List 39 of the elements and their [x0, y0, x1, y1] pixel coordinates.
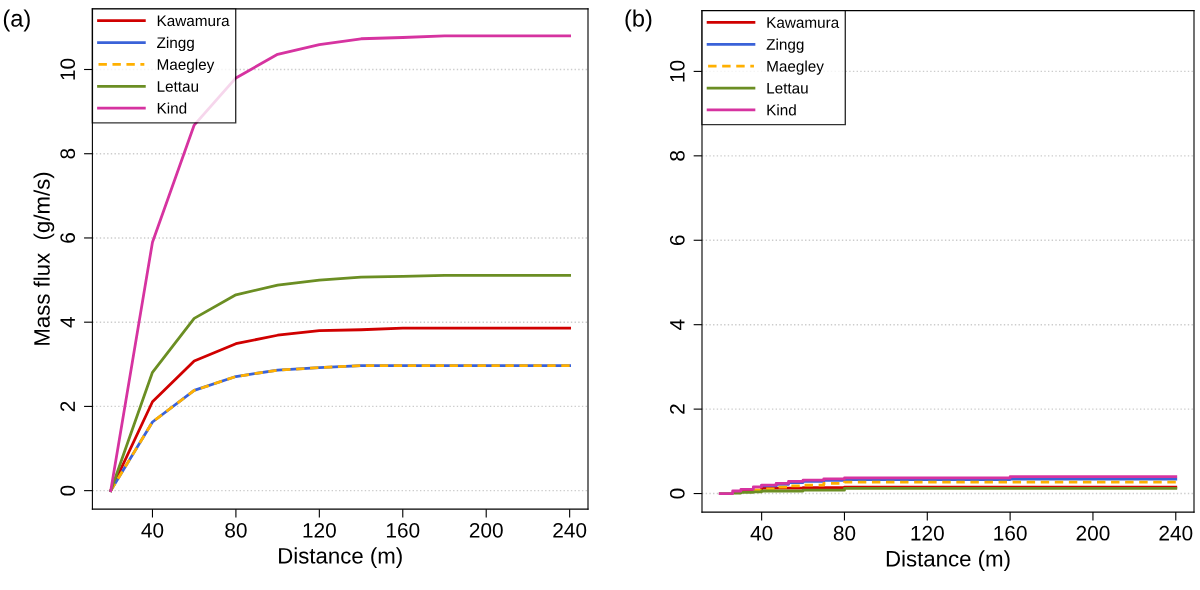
y-tick-label: 4	[60, 317, 75, 328]
text: (b)	[625, 9, 652, 32]
y-tick-label: 4	[670, 319, 685, 330]
legend-label: Kawamura	[767, 17, 840, 28]
legend-label: Zingg	[157, 36, 194, 52]
legend-label: Lettau	[767, 82, 808, 94]
y-tick-label: 10	[60, 58, 76, 80]
x-tick-label: 240	[1159, 525, 1193, 541]
x-tick-label: 200	[469, 522, 503, 538]
x-tick-label: 40	[750, 525, 773, 541]
legend-label: Kind	[157, 102, 187, 114]
x-axis-title: Distance (m)	[886, 550, 1010, 571]
x-tick-label: 160	[994, 525, 1027, 541]
y-tick-label: 10	[669, 60, 685, 82]
y-axis-title: Mass flux (g/m/s)	[33, 172, 55, 345]
legend-label: Maegley	[767, 60, 824, 75]
y-tick-label: 8	[669, 150, 685, 161]
x-tick-label: 40	[141, 522, 164, 538]
text: (a)	[3, 9, 30, 32]
y-tick-label: 6	[60, 233, 76, 243]
y-tick-label: 0	[60, 485, 76, 496]
x-tick-label: 120	[911, 525, 944, 541]
x-tick-label: 120	[303, 522, 336, 538]
y-tick-label: 2	[60, 401, 75, 412]
y-tick-label: 6	[669, 235, 685, 245]
x-axis-title: Distance (m)	[279, 547, 402, 569]
x-tick-label: 200	[1076, 525, 1110, 541]
y-tick-label: 0	[669, 488, 685, 499]
legend-label: Zingg	[766, 38, 804, 53]
x-tick-label: 80	[833, 525, 856, 541]
x-tick-label: 240	[553, 522, 587, 538]
y-tick-label: 8	[60, 148, 76, 159]
x-tick-label: 80	[225, 522, 247, 538]
y-tick-label: 2	[669, 404, 685, 414]
legend-label: Maegley	[157, 58, 215, 73]
legend-label: Kind	[767, 104, 796, 116]
legend-label: Kawamura	[157, 15, 230, 27]
x-tick-label: 160	[386, 522, 420, 538]
legend-label: Lettau	[157, 81, 199, 92]
